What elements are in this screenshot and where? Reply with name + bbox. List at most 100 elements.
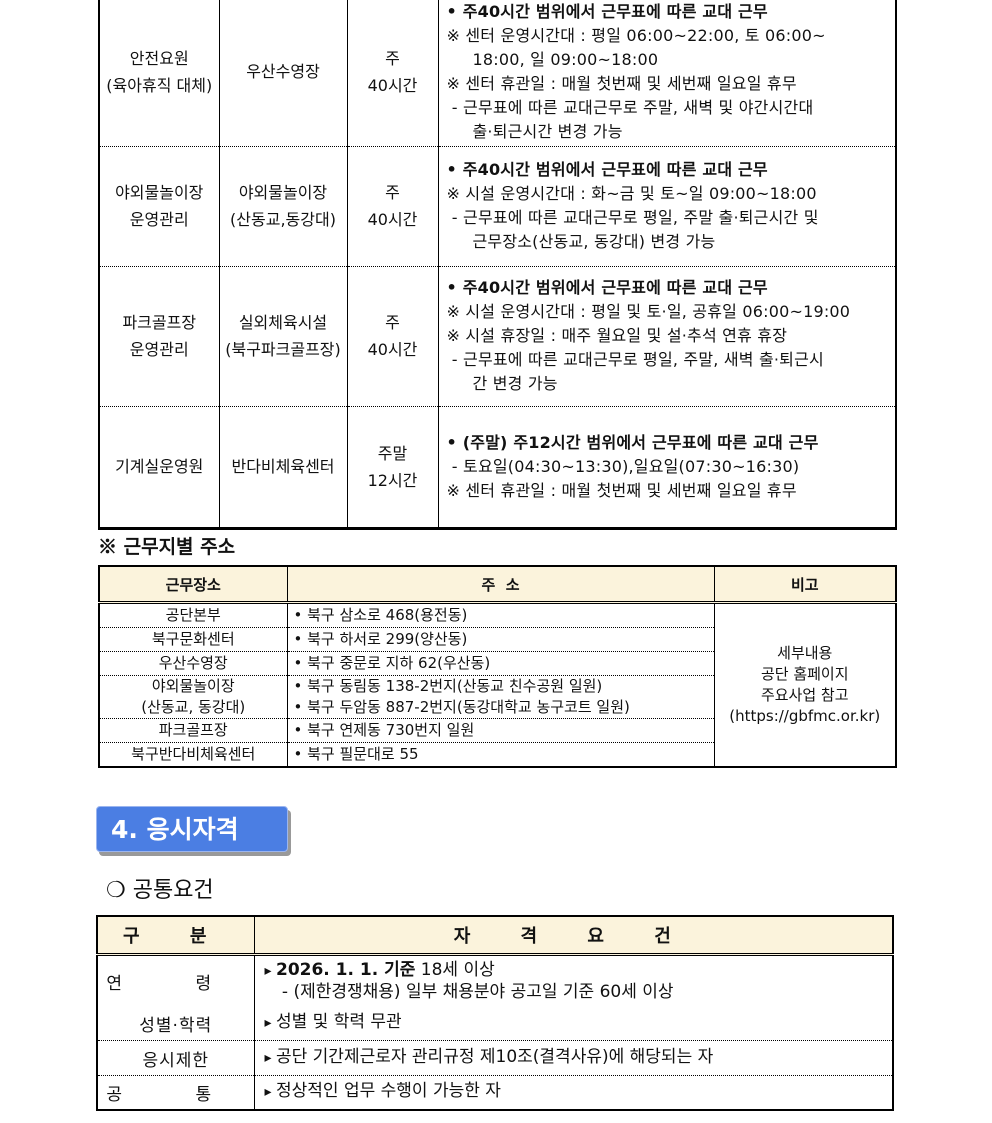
requirement-text: 18세 이상	[415, 959, 495, 980]
address-line: • 북구 두암동 887-2번지(동강대학교 농구코트 일원)	[293, 698, 630, 716]
hours-cell-line: 40시간	[367, 210, 418, 229]
detail-line: ※ 시설 운영시간대 : 화~금 및 토~일 09:00~18:00	[446, 184, 817, 203]
place-cell-line: 실외체육시설	[238, 313, 328, 332]
triangle-right-icon: ▸	[264, 962, 276, 979]
place-cell: 야외물놀이장 (산동교, 동강대)	[99, 675, 287, 719]
table-row: 야외물놀이장 (산동교, 동강대) • 북구 동림동 138-2번지(산동교 친수공…	[99, 675, 896, 719]
requirement-cell: ▸ 성별 및 학력 무관	[253, 1006, 893, 1041]
triangle-right-icon: ▸	[264, 1084, 276, 1101]
note-line: 세부내용	[777, 644, 833, 662]
detail-line: - 토요일(04:30~13:30),일요일(07:30~16:30)	[446, 456, 800, 476]
place-cell: 우산수영장	[218, 0, 347, 146]
table-row: 공 통 ▸ 정상적인 업무 수행이 가능한 자	[97, 1075, 893, 1110]
category-cell: 연 령	[106, 973, 246, 994]
table-row: 성별·학력 ▸ 성별 및 학력 무관	[97, 1006, 893, 1041]
place-line: (산동교, 동강대)	[141, 698, 246, 716]
address-cell: • 북구 중문로 지하 62(우산동)	[286, 651, 714, 676]
detail-line: 18:00, 일 09:00~18:00	[472, 49, 659, 69]
place-cell: 북구문화센터	[99, 627, 287, 652]
place-cell: 파크골프장	[99, 718, 287, 743]
detail-line: ※ 시설 휴장일 : 매주 월요일 및 설·추석 연휴 휴장	[446, 326, 788, 345]
details-cell: • 주40시간 범위에서 근무표에 따른 교대 근무 ※ 시설 운영시간대 : 평…	[437, 265, 896, 406]
hours-cell-line: 주	[385, 48, 400, 68]
detail-line: • 주40시간 범위에서 근무표에 따른 교대 근무	[446, 278, 768, 297]
address-line: • 북구 중문로 지하 62(우산동)	[293, 654, 491, 672]
subsection-title: ❍ 공통요건	[106, 878, 214, 903]
requirement-bold: 2026. 1. 1. 기준	[275, 959, 416, 980]
job-cell: 안전요원 (육아휴직 대체)	[99, 0, 219, 146]
place-cell: 우산수영장	[99, 651, 287, 676]
job-cell-line: (육아휴직 대체)	[106, 75, 213, 95]
requirement-line: - (제한경쟁채용) 일부 채용분야 공고일 기준 60세 이상	[265, 982, 893, 1003]
section-badge: 4. 응시자격	[96, 806, 288, 852]
table-row: 우산수영장 • 북구 중문로 지하 62(우산동)	[99, 651, 896, 676]
header-category: 구 분	[97, 916, 254, 956]
requirement-cell: ▸ 정상적인 업무 수행이 가능한 자	[253, 1075, 893, 1110]
place-line: 파크골프장	[158, 721, 228, 739]
job-cell-line: 파크골프장	[122, 313, 197, 332]
job-cell-line: 운영관리	[129, 210, 189, 229]
details-cell: • 주40시간 범위에서 근무표에 따른 교대 근무 ※ 시설 운영시간대 : 화…	[437, 145, 896, 266]
requirement-text: 성별 및 학력 무관	[275, 1012, 402, 1033]
qualification-table: 구 분 자 격 요 건 연 령 ▸ 2026. 1. 1. 기준 18세 이상 -…	[96, 915, 894, 1111]
address-cell: • 북구 하서로 299(양산동)	[286, 627, 714, 652]
place-cell-line: (북구파크골프장)	[225, 340, 341, 359]
table-row: 안전요원 (육아휴직 대체) 우산수영장 주 40시간 • 주40시간 범위에서 근무표에…	[99, 0, 896, 146]
table-row: 응시제한 ▸ 공단 기간제근로자 관리규정 제10조(결격사유)에 해당되는 자	[97, 1040, 893, 1076]
job-cell-line: 운영관리	[129, 340, 189, 359]
category-cell: 공 통	[97, 1075, 254, 1110]
detail-line: ※ 센터 휴관일 : 매월 첫번째 및 세번째 일요일 휴무	[446, 480, 797, 500]
address-line: • 북구 하서로 299(양산동)	[293, 630, 468, 648]
detail-line: ※ 시설 운영시간대 : 평일 및 토·일, 공휴일 06:00~19:00	[446, 302, 851, 321]
detail-line: • 주40시간 범위에서 근무표에 따른 교대 근무	[446, 160, 768, 179]
place-cell: 반다비체육센터	[218, 405, 347, 528]
place-cell: 공단본부	[99, 602, 287, 628]
job-cell: 기계실운영원	[99, 405, 219, 528]
note-line: 주요사업 참고	[760, 686, 849, 704]
hours-cell-line: 주말	[377, 443, 408, 463]
note-line: 공단 홈페이지	[760, 665, 849, 683]
hours-cell-line: 40시간	[367, 340, 418, 359]
table-row: 파크골프장 • 북구 연제동 730번지 일원	[99, 718, 896, 743]
address-line: • 북구 삼소로 468(용전동)	[293, 606, 468, 624]
header-place: 근무장소	[99, 566, 287, 604]
address-section-title: ※ 근무지별 주소	[98, 536, 236, 558]
category-cell: 응시제한	[97, 1040, 254, 1076]
detail-line: - 근무표에 따른 교대근무로 주말, 새벽 및 야간시간대	[446, 97, 814, 117]
hours-cell-line: 주	[385, 183, 400, 202]
job-cell-line: 야외물놀이장	[115, 183, 204, 202]
place-cell-line: 우산수영장	[246, 62, 320, 82]
place-line: 우산수영장	[158, 654, 228, 672]
place-cell-line: 반다비체육센터	[231, 457, 335, 476]
detail-line: 근무장소(산동교, 동강대) 변경 가능	[472, 232, 716, 251]
header-address: 주 소	[286, 566, 714, 604]
address-cell: • 북구 필문대로 55	[286, 742, 714, 768]
hours-cell-line: 주	[385, 313, 400, 332]
requirement-cell: ▸ 공단 기간제근로자 관리규정 제10조(결격사유)에 해당되는 자	[253, 1040, 893, 1076]
table-row: 북구반다비체육센터 • 북구 필문대로 55	[99, 742, 896, 768]
requirement-text: - (제한경쟁채용) 일부 채용분야 공고일 기준 60세 이상	[276, 981, 674, 1002]
requirement-line: ▸ 공단 기간제근로자 관리규정 제10조(결격사유)에 해당되는 자	[265, 1047, 893, 1069]
triangle-right-icon: ▸	[264, 1050, 276, 1066]
table-row: 연 령 ▸ 2026. 1. 1. 기준 18세 이상 - (제한경쟁채용) 일부…	[97, 954, 893, 1007]
place-line: 북구반다비체육센터	[131, 745, 256, 763]
place-line: 야외물놀이장	[151, 677, 235, 695]
requirement-line: ▸ 성별 및 학력 무관	[265, 1012, 893, 1034]
place-cell-line: (산동교,동강대)	[230, 210, 336, 229]
table-row: 기계실운영원 반다비체육센터 주말 12시간 • (주말) 주12시간 범위에서 근무표…	[99, 405, 896, 528]
detail-line: 출·퇴근시간 변경 가능	[472, 121, 623, 141]
requirement-text: 정상적인 업무 수행이 가능한 자	[275, 1081, 501, 1102]
details-cell: • 주40시간 범위에서 근무표에 따른 교대 근무 ※ 센터 운영시간대 : 평…	[437, 0, 896, 146]
address-cell: • 북구 연제동 730번지 일원	[286, 718, 714, 743]
hours-cell: 주 40시간	[346, 0, 438, 146]
note-line: (https://gbfmc.or.kr)	[729, 707, 881, 725]
hours-cell-line: 40시간	[367, 75, 418, 95]
hours-cell: 주 40시간	[346, 145, 438, 266]
place-cell: 북구반다비체육센터	[99, 742, 287, 768]
header-note: 비고	[713, 566, 896, 604]
